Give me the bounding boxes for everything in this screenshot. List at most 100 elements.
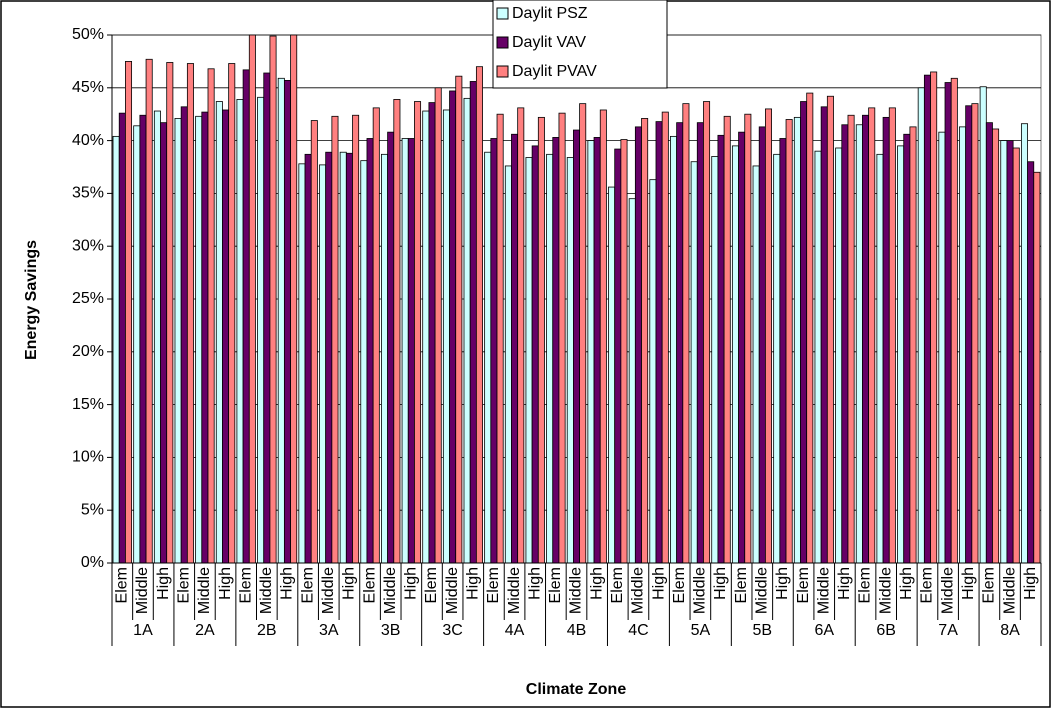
bar [682,103,690,564]
bar [868,107,876,564]
bar [587,140,595,564]
y-tick-label: 15% [72,396,104,413]
bar [614,148,622,564]
bar [207,68,215,564]
bar [325,151,333,564]
group-label: 8A [1000,622,1020,639]
y-axis-title: Energy Savings [23,240,40,360]
bar [393,99,401,564]
y-tick-label: 25% [72,290,104,307]
bar [1027,161,1035,564]
bar [628,198,636,564]
bar [661,111,669,564]
y-tick-label: 10% [72,449,104,466]
bar [381,153,389,564]
x-tick-label: Middle [320,567,337,614]
bar [738,131,746,564]
bar [201,111,209,564]
bar [696,122,704,564]
bar [923,74,931,564]
bar [566,157,574,564]
group-label: 7A [938,622,958,639]
x-tick-label: Middle [630,567,647,614]
bar [248,34,256,564]
x-tick-label: Middle [692,567,709,614]
legend-box [492,0,668,89]
bar [319,164,327,564]
bar [304,153,312,564]
x-tick-label: Elem [361,567,378,603]
bar [180,106,188,564]
bar [552,137,560,564]
x-tick-label: High [898,567,915,600]
bar [723,115,731,564]
bar [469,81,477,564]
bar [764,108,772,564]
bar [806,92,814,564]
bar [257,96,265,564]
bar [773,153,781,564]
x-tick-label: Elem [795,567,812,603]
bar [862,114,870,564]
x-tick-label: Middle [382,567,399,614]
bar [352,114,360,564]
bar [546,153,554,564]
y-tick-label: 30% [72,237,104,254]
group-label: 3A [319,622,339,639]
bar [339,151,347,564]
bar [449,90,457,564]
bar [442,109,450,564]
x-tick-label: Elem [981,567,998,603]
x-tick-label: Middle [754,567,771,614]
bar [752,165,760,564]
legend-label: Daylit VAV [512,34,586,51]
x-tick-label: Elem [733,567,750,603]
x-tick-label: Elem [114,567,131,603]
x-tick-label: High [341,567,358,600]
bar [903,133,911,564]
bar [537,116,545,564]
bar [166,62,174,564]
bar [277,77,285,564]
x-tick-label: High [836,567,853,600]
legend-swatch [496,65,509,78]
bar [475,66,483,564]
y-tick-label: 40% [72,132,104,149]
bar [283,80,291,564]
bar [670,135,678,564]
group-label: 4B [567,622,587,639]
bar [263,72,271,564]
bar [641,118,649,564]
bar [525,157,533,564]
y-tick-label: 50% [72,26,104,43]
bar [835,147,843,564]
bar [463,97,471,564]
x-tick-label: High [217,567,234,600]
x-tick-label: High [588,567,605,600]
bar [153,110,161,564]
bar [649,179,657,564]
y-tick-label: 20% [72,343,104,360]
group-label: 4C [628,622,648,639]
bar [125,61,133,564]
bar [360,160,368,564]
bar [917,87,925,564]
x-tick-label: Middle [815,567,832,614]
x-tick-label: Elem [857,567,874,603]
legend-label: Daylit PVAV [512,63,597,80]
bar [298,163,306,564]
x-tick-label: Elem [423,567,440,603]
bar [133,125,141,564]
bar [242,69,250,564]
x-tick-label: High [712,567,729,600]
bar [186,63,194,564]
legend-swatch [496,7,509,20]
x-tick-label: Middle [568,567,585,614]
bar [888,107,896,564]
group-label: 3B [381,622,401,639]
bar [971,103,979,564]
x-tick-label: High [403,567,420,600]
bar [690,161,698,564]
x-tick-label: Middle [506,567,523,614]
group-label: 5B [753,622,773,639]
